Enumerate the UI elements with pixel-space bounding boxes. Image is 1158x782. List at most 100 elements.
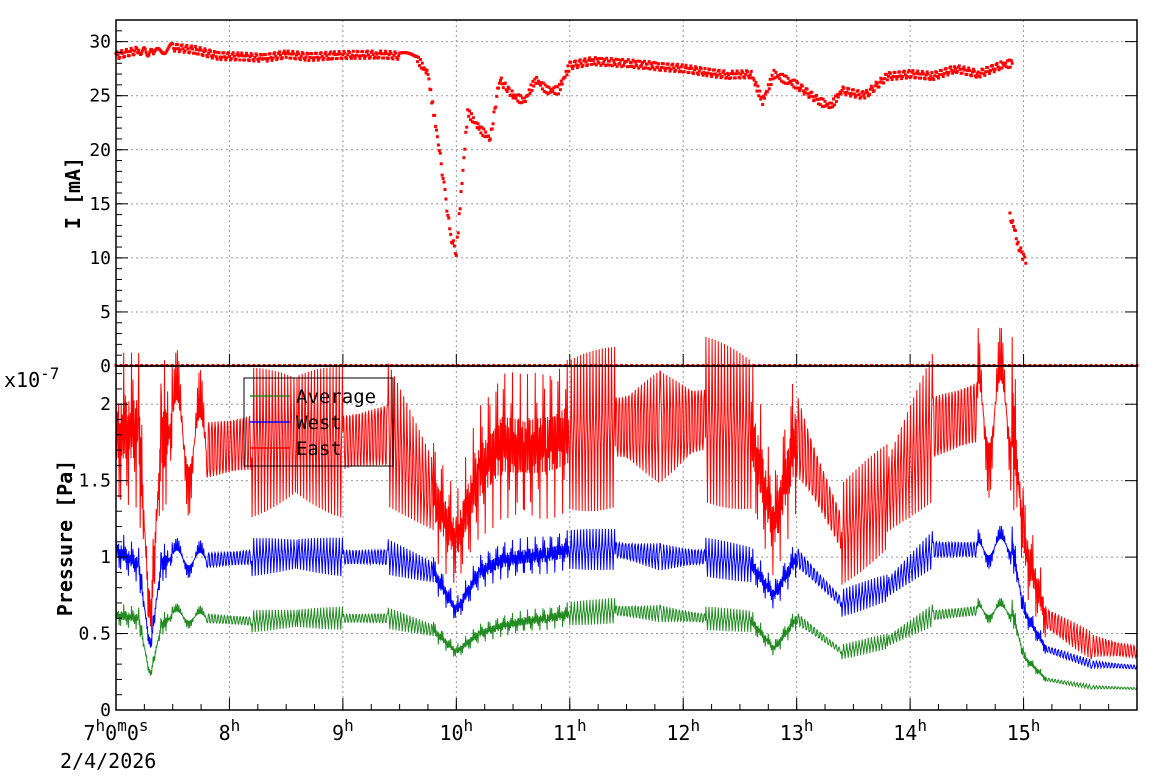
current-data-point	[490, 127, 494, 131]
current-data-point	[241, 54, 245, 58]
current-data-point	[869, 84, 873, 88]
current-data-point	[731, 72, 735, 76]
current-data-point	[481, 134, 485, 138]
current-data-point	[965, 72, 969, 76]
current-data-point	[448, 227, 452, 231]
current-data-point	[998, 66, 1002, 70]
current-data-point	[278, 50, 282, 54]
current-data-point	[972, 69, 976, 73]
current-data-point	[801, 89, 805, 93]
current-data-point	[765, 90, 769, 94]
current-data-point	[335, 56, 339, 60]
current-data-point	[167, 45, 171, 49]
current-data-point	[495, 94, 499, 98]
current-data-point	[175, 42, 179, 46]
current-data-point	[877, 85, 881, 89]
current-data-point	[752, 78, 756, 82]
current-data-point	[255, 53, 259, 57]
current-data-point	[437, 149, 441, 153]
current-data-point	[557, 82, 561, 86]
current-data-point	[847, 87, 851, 91]
current-data-point	[975, 72, 979, 76]
current-data-point	[201, 53, 205, 57]
current-data-point	[166, 47, 170, 51]
current-data-point	[449, 232, 453, 236]
current-data-point	[475, 126, 479, 130]
current-data-point	[543, 83, 547, 87]
current-data-point	[341, 53, 345, 57]
current-data-point	[741, 70, 745, 74]
pressure-y-tick-label: 2	[100, 394, 111, 415]
current-data-point	[815, 97, 819, 101]
current-data-point	[635, 64, 639, 68]
current-data-point	[236, 51, 240, 55]
current-data-point	[532, 84, 536, 88]
current-data-point	[864, 91, 868, 95]
current-data-point	[890, 78, 894, 82]
current-data-point	[773, 76, 777, 80]
current-data-point	[652, 60, 656, 64]
current-data-point	[630, 64, 634, 68]
current-data-point	[353, 56, 357, 60]
current-data-point	[178, 48, 182, 52]
current-data-point	[891, 74, 895, 78]
current-data-point	[682, 70, 686, 74]
current-data-point	[831, 105, 835, 109]
legend: Average West East	[243, 377, 394, 467]
current-data-point	[853, 95, 857, 99]
current-data-point	[361, 49, 365, 53]
current-data-point	[209, 49, 213, 53]
current-data-point	[588, 56, 592, 60]
current-data-point	[867, 92, 871, 96]
x-tick-label: 12h	[666, 716, 700, 745]
current-data-point	[286, 49, 290, 53]
current-data-point	[692, 72, 696, 76]
current-data-point	[662, 66, 666, 70]
current-data-point	[866, 91, 870, 95]
current-data-point	[435, 135, 439, 139]
current-data-point	[884, 73, 888, 77]
current-data-point	[387, 53, 391, 57]
current-data-point	[500, 82, 504, 86]
current-data-point	[219, 58, 223, 62]
current-data-point	[492, 110, 496, 114]
current-data-point	[944, 67, 948, 71]
current-data-point	[537, 79, 541, 83]
pressure-y-ticks: 0 0.5 1 1.5 2	[78, 373, 1137, 721]
current-data-point	[468, 109, 472, 113]
current-data-point	[177, 50, 181, 54]
current-data-point	[758, 89, 762, 93]
current-data-point	[976, 70, 980, 74]
current-data-point	[929, 74, 933, 78]
current-data-point	[417, 64, 421, 68]
current-data-point	[832, 97, 836, 101]
current-data-point	[718, 72, 722, 76]
x-tick-label: 9h	[332, 716, 354, 745]
x-tick-label-part: 13	[780, 721, 804, 745]
current-data-point	[828, 101, 832, 105]
current-data-point	[571, 67, 575, 71]
current-data-point	[873, 84, 877, 88]
current-data-point	[970, 74, 974, 78]
current-data-point	[592, 62, 596, 66]
current-data-point	[953, 65, 957, 69]
current-data-point	[593, 56, 597, 60]
current-data-point	[467, 114, 471, 118]
current-data-point	[933, 74, 937, 78]
current-data-point	[289, 56, 293, 60]
current-data-point	[971, 70, 975, 74]
current-data-point	[451, 239, 455, 243]
current-data-point	[329, 50, 333, 54]
current-data-point	[572, 64, 576, 68]
current-data-point	[612, 61, 616, 65]
exponent-base: x10	[4, 368, 40, 392]
current-data-point	[497, 86, 501, 90]
current-data-point	[504, 88, 508, 92]
current-data-point	[714, 75, 718, 79]
current-data-point	[192, 51, 196, 55]
current-data-point	[622, 64, 626, 68]
current-data-point	[479, 131, 483, 135]
current-data-point	[947, 71, 951, 75]
current-data-point	[690, 66, 694, 70]
current-data-point	[820, 104, 824, 108]
